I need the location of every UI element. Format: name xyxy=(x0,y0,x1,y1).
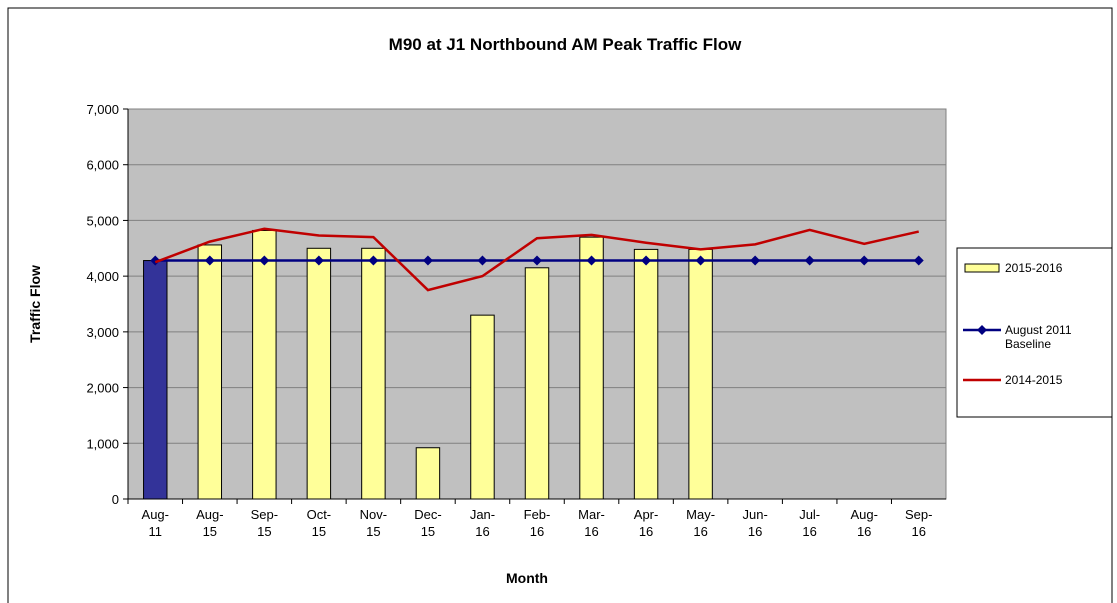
bar xyxy=(524,267,550,500)
bar xyxy=(470,314,495,500)
marker xyxy=(259,255,270,266)
x-tick-label: Nov-15 xyxy=(360,507,387,539)
y-tick-label: 5,000 xyxy=(86,213,119,228)
marker xyxy=(368,255,379,266)
x-tick-label: Jan-16 xyxy=(470,507,495,539)
chart-title: M90 at J1 Northbound AM Peak Traffic Flo… xyxy=(389,35,742,54)
x-axis-label: Month xyxy=(506,570,548,586)
bar xyxy=(688,248,713,500)
marker xyxy=(204,255,215,266)
x-tick-label: Sep-15 xyxy=(251,507,278,539)
x-tick-label: Jun-16 xyxy=(742,507,767,539)
bar xyxy=(252,229,277,500)
marker xyxy=(150,255,161,266)
legend-swatch xyxy=(964,263,1000,273)
marker xyxy=(422,255,433,266)
x-tick-label: Dec-15 xyxy=(414,507,441,539)
x-tick-label: Aug-11 xyxy=(142,507,169,539)
x-tick-label: Feb-16 xyxy=(524,507,551,539)
y-tick-label: 4,000 xyxy=(86,269,119,284)
y-tick-label: 2,000 xyxy=(86,381,119,396)
marker xyxy=(804,255,815,266)
bar xyxy=(579,236,604,500)
marker xyxy=(532,255,542,266)
x-tick-label: Apr-16 xyxy=(634,507,659,539)
bar xyxy=(633,248,659,500)
x-tick-label: Oct-15 xyxy=(307,507,332,539)
y-tick-label: 7,000 xyxy=(86,102,119,117)
legend-marker xyxy=(977,325,987,335)
x-tick-label: Sep-16 xyxy=(905,507,932,539)
marker xyxy=(913,255,924,266)
marker xyxy=(859,255,870,266)
bar xyxy=(306,247,332,500)
bar xyxy=(415,447,441,500)
legend-label: 2014-2015 xyxy=(1005,373,1063,387)
marker xyxy=(586,255,597,266)
legend-label: August 2011 Baseline xyxy=(1005,323,1072,351)
y-axis-label: Traffic Flow xyxy=(27,265,43,343)
x-tick-label: May-16 xyxy=(686,507,715,539)
marker xyxy=(313,255,324,266)
line xyxy=(154,227,920,292)
x-tick-label: Aug-15 xyxy=(196,507,223,539)
marker xyxy=(477,255,488,266)
bar xyxy=(361,247,386,500)
y-tick-label: 1,000 xyxy=(86,436,119,451)
legend-label: 2015-2016 xyxy=(1005,261,1063,275)
marker xyxy=(750,255,761,266)
marker xyxy=(641,255,652,266)
bar xyxy=(197,244,223,500)
y-tick-label: 0 xyxy=(112,492,119,507)
marker xyxy=(695,255,706,266)
x-tick-label: Jul-16 xyxy=(799,507,820,539)
x-tick-label: Mar-16 xyxy=(578,507,605,539)
y-tick-label: 6,000 xyxy=(86,158,119,173)
x-tick-label: Aug-16 xyxy=(850,507,877,539)
bar xyxy=(143,260,168,500)
y-tick-label: 3,000 xyxy=(86,325,119,340)
